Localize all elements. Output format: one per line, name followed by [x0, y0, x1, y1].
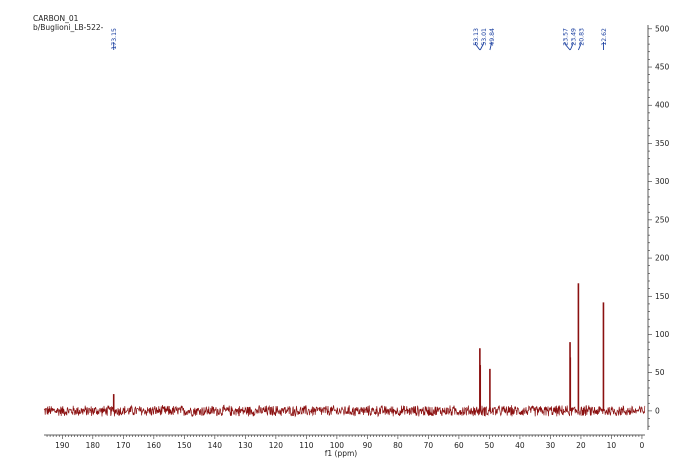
peak-label: 12.62 [601, 28, 608, 46]
x-tick-label: 120 [269, 441, 284, 450]
x-axis: 190 180 170 160 150 140 130 120 110 100 90 80 70 60 50… [44, 434, 645, 450]
peak-label: 20.83 [578, 28, 585, 46]
y-axis: 0 50 100 150 200 250 300 350 400 450 500 [647, 24, 670, 430]
y-tick-label: 200 [655, 254, 670, 263]
peak-label: 53.13 [473, 28, 480, 46]
x-tick-label: 50 [485, 441, 495, 450]
x-tick-label: 180 [86, 441, 101, 450]
x-tick-label: 130 [238, 441, 253, 450]
x-tick-label: 140 [208, 441, 223, 450]
spectrum-layer [43, 283, 646, 418]
x-tick-label: 30 [546, 441, 556, 450]
peak-label: 23.57 [562, 28, 569, 46]
y-tick-label: 500 [655, 24, 670, 33]
dataset-path: b/Buglioni_LB-522- [33, 23, 104, 32]
peak-label: 23.49 [570, 28, 577, 46]
peak-label: 173.15 [111, 28, 118, 50]
x-tick-label: 170 [116, 441, 131, 450]
peak-label-connector [479, 42, 484, 51]
y-tick-label: 100 [655, 330, 670, 339]
x-axis-label: f1 (ppm) [325, 449, 358, 458]
dataset-name: CARBON_01 [33, 14, 79, 23]
peak-label-connector [564, 42, 571, 51]
peak-label-layer: 173.15 53.13 53.01 49.84 23.57 23.49 20.83 12.6… [111, 28, 608, 51]
x-tick-label: 160 [147, 441, 162, 450]
x-tick-label: 0 [640, 441, 645, 450]
x-tick-label: 40 [515, 441, 525, 450]
x-tick-label: 60 [454, 441, 464, 450]
x-tick-label: 100 [330, 441, 345, 450]
x-tick-label: 10 [607, 441, 617, 450]
y-tick-label: 300 [655, 177, 670, 186]
x-tick-label: 110 [299, 441, 314, 450]
x-tick-label: 90 [363, 441, 373, 450]
y-tick-label: 0 [655, 406, 660, 415]
y-tick-label: 350 [655, 139, 670, 148]
y-tick-label: 250 [655, 215, 670, 224]
x-tick-label: 20 [576, 441, 586, 450]
x-tick-label: 70 [424, 441, 434, 450]
x-tick-label: 150 [177, 441, 192, 450]
peak-label-connector [489, 42, 492, 51]
peak-label: 53.01 [481, 28, 488, 46]
peak-label-connector [577, 42, 582, 51]
y-tick-label: 450 [655, 63, 670, 72]
y-tick-label: 50 [655, 368, 665, 377]
y-tick-label: 400 [655, 101, 670, 110]
spectrum-baseline [43, 404, 646, 418]
x-tick-label: 80 [393, 441, 403, 450]
peak-label-connector [569, 42, 574, 51]
x-tick-label: 190 [55, 441, 70, 450]
y-tick-label: 150 [655, 292, 670, 301]
peak-label: 49.84 [489, 28, 496, 46]
peak-label-connector [474, 42, 481, 51]
